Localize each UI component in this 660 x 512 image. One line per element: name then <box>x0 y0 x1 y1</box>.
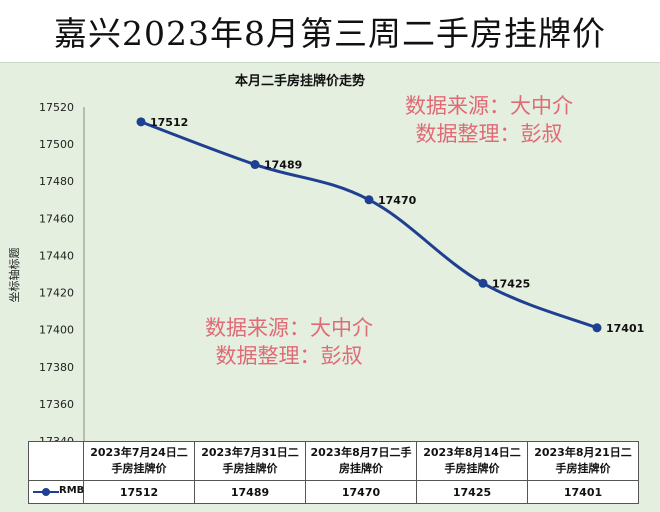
category-cell: 2023年8月7日二手 房挂牌价 <box>305 441 417 481</box>
watermark-line2: 数据整理：彭叔 <box>215 344 363 368</box>
data-label: 17425 <box>492 277 530 290</box>
chart-title: 本月二手房挂牌价走势 <box>234 74 365 89</box>
data-label: 17401 <box>606 322 644 335</box>
y-tick-label: 17380 <box>39 361 74 374</box>
data-point <box>592 323 602 333</box>
data-point <box>364 195 374 205</box>
y-tick-label: 17440 <box>39 249 74 262</box>
series-line <box>140 120 598 330</box>
y-tick-label: 17480 <box>39 175 74 188</box>
y-tick-label: 17400 <box>39 324 74 337</box>
value-cell: 17401 <box>527 480 639 504</box>
data-point <box>478 278 488 288</box>
legend-series-name: RMB <box>59 485 85 496</box>
value-cell: 17512 <box>83 480 195 504</box>
value-cell: 17489 <box>194 480 306 504</box>
y-tick-label: 17500 <box>39 138 74 151</box>
data-table: 2023年7月24日二 手房挂牌价 2023年7月31日二 手房挂牌价 2023年8… <box>28 441 639 504</box>
y-tick-label: 17360 <box>39 398 74 411</box>
data-label: 17512 <box>150 116 188 129</box>
data-label: 17489 <box>264 159 302 172</box>
watermark-line1: 数据来源：大中介 <box>205 316 373 340</box>
watermark-bottom: 数据来源：大中介 数据整理：彭叔 <box>205 314 373 370</box>
data-point <box>250 160 260 170</box>
chart-panel <box>0 62 660 512</box>
category-cell: 2023年7月31日二 手房挂牌价 <box>194 441 306 481</box>
data-label: 17470 <box>378 194 417 207</box>
data-table-header-row: 2023年7月24日二 手房挂牌价 2023年7月31日二 手房挂牌价 2023年8… <box>28 441 639 481</box>
watermark-line1: 数据来源：大中介 <box>405 94 573 118</box>
y-tick-label: 17520 <box>39 101 74 114</box>
banner-title: 嘉兴2023年8月第三周二手房挂牌价 <box>54 14 606 53</box>
legend-marker-icon <box>42 488 50 496</box>
value-cell: 17470 <box>305 480 417 504</box>
category-cell: 2023年7月24日二 手房挂牌价 <box>83 441 195 481</box>
category-cell: 2023年8月14日二 手房挂牌价 <box>416 441 528 481</box>
watermark-top: 数据来源：大中介 数据整理：彭叔 <box>405 92 573 148</box>
watermark-line2: 数据整理：彭叔 <box>415 122 563 146</box>
value-cell: 17425 <box>416 480 528 504</box>
category-cell: 2023年8月21日二 手房挂牌价 <box>527 441 639 481</box>
y-tick-label: 17460 <box>39 212 74 225</box>
y-tick-label: 17420 <box>39 287 74 300</box>
y-axis-title: 坐标轴标题 <box>7 248 21 303</box>
data-point <box>136 117 146 127</box>
legend-cell: RMB <box>28 480 85 504</box>
data-table-corner <box>28 441 84 481</box>
data-table-value-row: RMB 17512 17489 17470 17425 17401 <box>28 480 639 504</box>
